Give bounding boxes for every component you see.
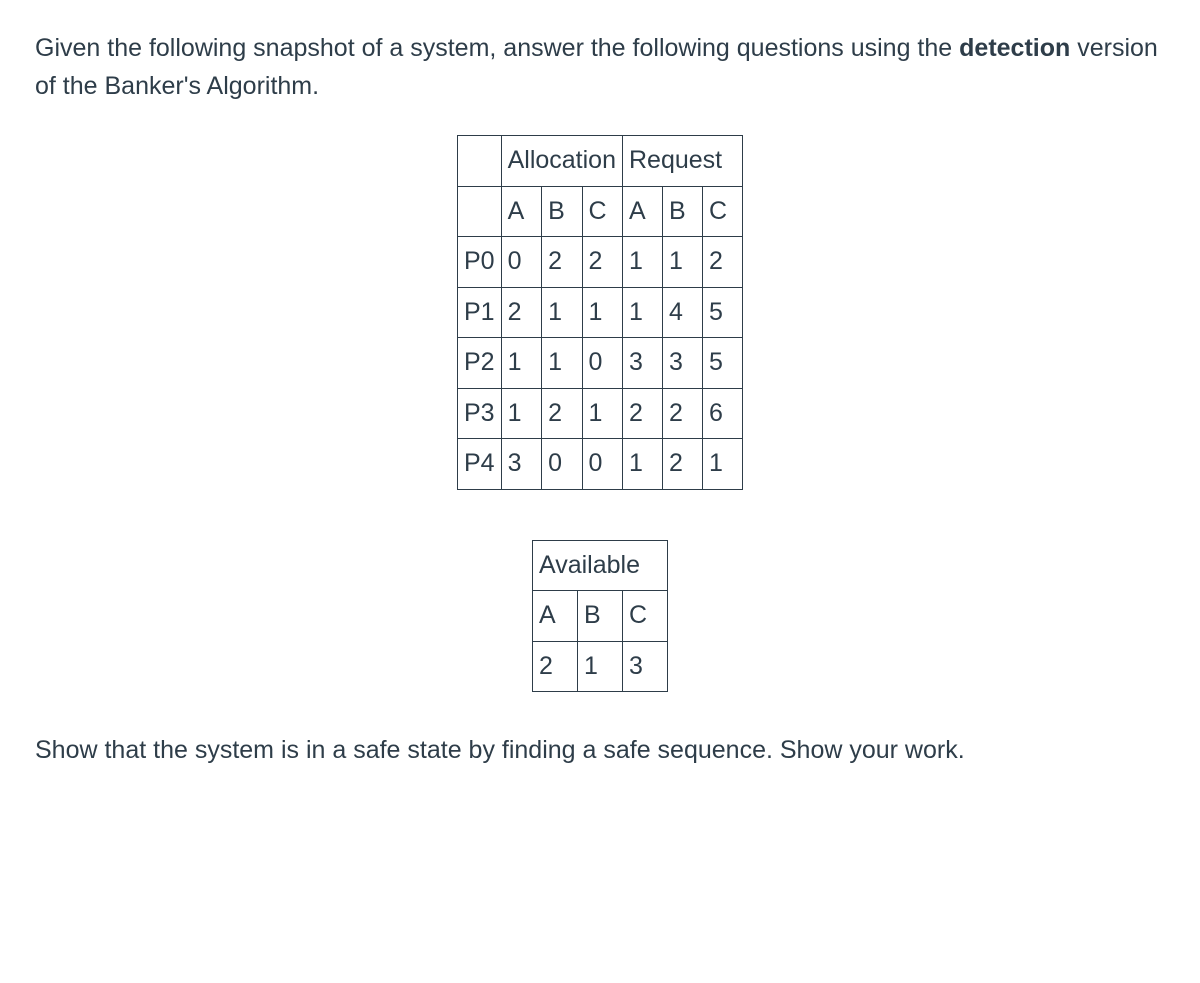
available-subheader-row: A B C: [533, 591, 668, 642]
table-row: P0 0 2 2 1 1 2: [458, 237, 743, 288]
final-instruction: Show that the system is in a safe state …: [35, 732, 1165, 770]
allocation-request-table: Allocation Request A B C A B C P0 0 2 2 …: [457, 135, 743, 490]
cell: 2: [542, 237, 582, 288]
row-label-p4: P4: [458, 439, 502, 490]
table-row: P4 3 0 0 1 2 1: [458, 439, 743, 490]
cell: 1: [501, 338, 541, 389]
cell: 2: [703, 237, 743, 288]
sub-header-row: A B C A B C: [458, 186, 743, 237]
table-row: P1 2 1 1 1 4 5: [458, 287, 743, 338]
cell: 4: [663, 287, 703, 338]
main-table-wrapper: Allocation Request A B C A B C P0 0 2 2 …: [35, 135, 1165, 490]
row-label-p0: P0: [458, 237, 502, 288]
cell: 1: [582, 388, 622, 439]
cell: 3: [501, 439, 541, 490]
cell: 1: [501, 388, 541, 439]
empty-subheader-cell: [458, 186, 502, 237]
row-label-p1: P1: [458, 287, 502, 338]
question-intro: Given the following snapshot of a system…: [35, 30, 1165, 105]
cell: 0: [542, 439, 582, 490]
cell: 0: [501, 237, 541, 288]
available-val-c: 3: [623, 641, 668, 692]
col-header-alloc-b: B: [542, 186, 582, 237]
cell: 6: [703, 388, 743, 439]
col-header-req-a: A: [623, 186, 663, 237]
cell: 2: [542, 388, 582, 439]
cell: 0: [582, 338, 622, 389]
cell: 3: [663, 338, 703, 389]
cell: 5: [703, 287, 743, 338]
available-table-wrapper: Available A B C 2 1 3: [35, 540, 1165, 693]
cell: 5: [703, 338, 743, 389]
available-header: Available: [533, 540, 668, 591]
available-header-row: Available: [533, 540, 668, 591]
group-header-row: Allocation Request: [458, 136, 743, 187]
intro-part1: Given the following snapshot of a system…: [35, 34, 959, 62]
cell: 2: [623, 388, 663, 439]
cell: 1: [542, 338, 582, 389]
available-val-b: 1: [578, 641, 623, 692]
cell: 3: [623, 338, 663, 389]
cell: 1: [623, 237, 663, 288]
table-row: P3 1 2 1 2 2 6: [458, 388, 743, 439]
cell: 2: [501, 287, 541, 338]
allocation-header: Allocation: [501, 136, 622, 187]
col-header-req-b: B: [663, 186, 703, 237]
available-values-row: 2 1 3: [533, 641, 668, 692]
available-col-a: A: [533, 591, 578, 642]
cell: 0: [582, 439, 622, 490]
col-header-req-c: C: [703, 186, 743, 237]
intro-bold: detection: [959, 34, 1070, 62]
request-header: Request: [623, 136, 743, 187]
cell: 1: [623, 287, 663, 338]
table-row: P2 1 1 0 3 3 5: [458, 338, 743, 389]
available-table: Available A B C 2 1 3: [532, 540, 668, 693]
cell: 2: [582, 237, 622, 288]
available-val-a: 2: [533, 641, 578, 692]
available-col-c: C: [623, 591, 668, 642]
col-header-alloc-c: C: [582, 186, 622, 237]
cell: 1: [703, 439, 743, 490]
empty-corner-cell: [458, 136, 502, 187]
cell: 1: [542, 287, 582, 338]
cell: 1: [582, 287, 622, 338]
row-label-p2: P2: [458, 338, 502, 389]
row-label-p3: P3: [458, 388, 502, 439]
cell: 2: [663, 439, 703, 490]
cell: 1: [623, 439, 663, 490]
cell: 1: [663, 237, 703, 288]
col-header-alloc-a: A: [501, 186, 541, 237]
available-col-b: B: [578, 591, 623, 642]
cell: 2: [663, 388, 703, 439]
